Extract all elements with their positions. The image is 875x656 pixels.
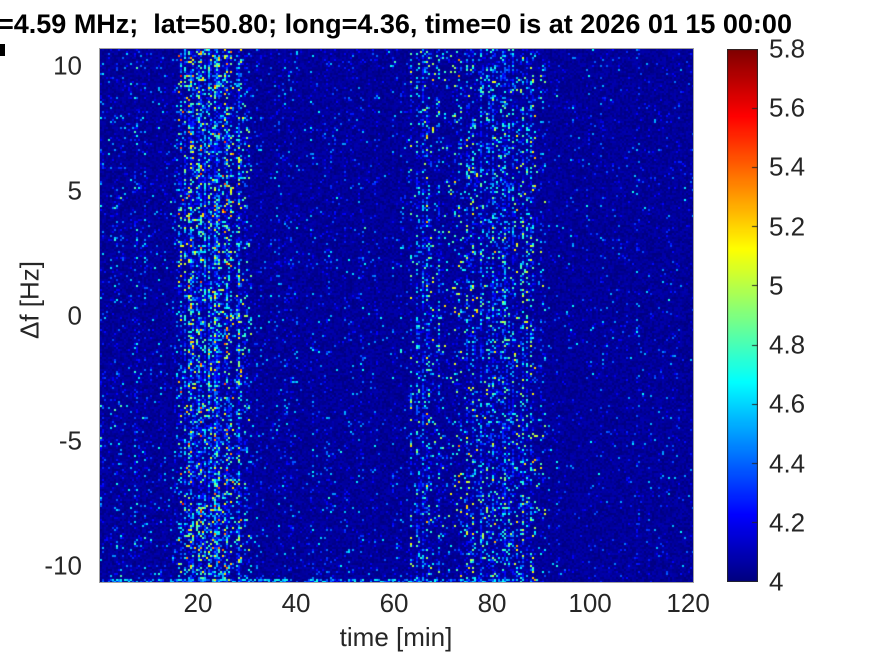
x-tick-label: 80: [477, 588, 507, 618]
y-tick-label: 10: [53, 50, 82, 80]
y-tick-label: 0: [67, 300, 82, 330]
spectrogram-heatmap: [99, 48, 694, 583]
colorbar-tick-label: 5.4: [769, 151, 806, 182]
clipped-title-fragment: [0, 44, 5, 56]
colorbar-tick-label: 5: [769, 270, 784, 301]
x-axis-label: time [min]: [339, 622, 453, 652]
x-tick-label: 60: [379, 588, 409, 618]
y-tick-label: 5: [67, 175, 82, 205]
x-tick-label: 40: [281, 588, 311, 618]
colorbar: [727, 49, 758, 582]
plot-title: =4.59 MHz; lat=50.80; long=4.36, time=0 …: [0, 9, 792, 39]
x-tick-label: 100: [568, 588, 612, 618]
colorbar-tick-label: 4.4: [769, 448, 806, 479]
y-tick-label: -5: [58, 425, 82, 455]
colorbar-tick-label: 4.6: [769, 388, 806, 419]
colorbar-tick-label: 4: [769, 566, 784, 597]
y-axis-label: Δf [Hz]: [14, 260, 45, 340]
colorbar-tick-label: 5.6: [769, 92, 806, 123]
x-tick-label: 120: [666, 588, 710, 618]
colorbar-tick-label: 4.8: [769, 329, 806, 360]
x-tick-label: 20: [183, 588, 213, 618]
y-tick-label: -10: [44, 550, 82, 580]
colorbar-tick-label: 4.2: [769, 507, 806, 538]
colorbar-tick-label: 5.2: [769, 211, 806, 242]
colorbar-tick-label: 5.8: [769, 33, 806, 64]
